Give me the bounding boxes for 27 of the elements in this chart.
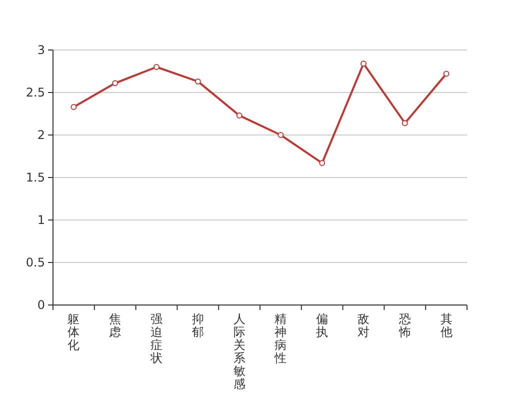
x-tick-label: 躯体化	[68, 312, 80, 352]
x-tick-label: 抑郁	[192, 312, 204, 339]
y-tick-label: 2.5	[26, 86, 45, 100]
point	[154, 64, 160, 70]
y-tick-label: 1.5	[26, 170, 45, 184]
x-tick-label: 人际关系敏感	[233, 312, 246, 391]
point	[112, 80, 118, 86]
x-tick-label: 其他	[440, 312, 452, 339]
y-tick-label: 2	[37, 128, 45, 142]
x-tick-label: 精神病性	[274, 312, 287, 365]
point	[194, 78, 201, 84]
y-tick-label: 3	[37, 43, 45, 57]
x-tick-label: 焦虑	[109, 312, 122, 339]
x-tick-label: 偏执	[316, 312, 328, 339]
x-tick-label: 敌对	[358, 312, 370, 339]
x-tick-label: 恐怖	[398, 312, 411, 339]
point	[319, 160, 326, 166]
point	[443, 70, 450, 77]
point	[360, 60, 366, 67]
y-tick-label: 1	[37, 213, 45, 227]
point	[236, 112, 242, 118]
y-tick-label: 0	[37, 298, 45, 312]
point	[278, 132, 284, 138]
x-tick-label: 强迫症状	[150, 312, 162, 365]
y-tick-label: 0.5	[26, 256, 45, 270]
point	[402, 120, 408, 126]
point	[70, 104, 77, 110]
